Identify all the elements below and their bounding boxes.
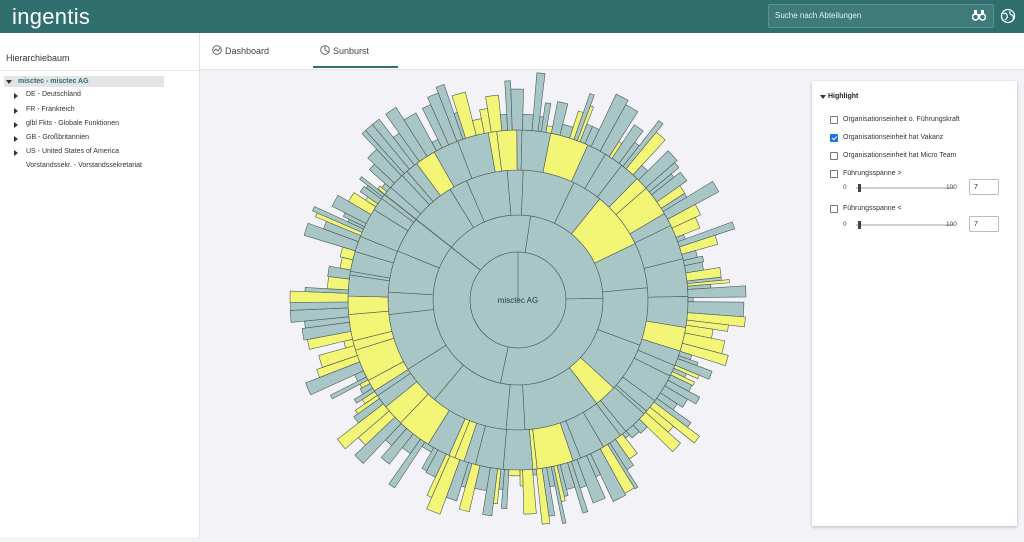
sunburst-segment[interactable] [347,295,389,315]
tree-item-de[interactable]: DE - Deutschland [14,91,81,99]
tree-item-label: FR - Frankreich [26,106,75,113]
tree-item-label: GB - Großbritannien [26,134,90,141]
department-search-field[interactable]: Suche nach Abteilungen [768,4,994,28]
active-tab-indicator [313,66,398,68]
range-max-label: 100 [946,184,957,191]
hierarchy-sidebar: Hierarchiebaum misctec - misctec AG DE -… [0,33,200,537]
sunburst-segment[interactable] [522,114,534,131]
app-logo[interactable]: ingentis [12,4,91,29]
caret-right-icon[interactable] [14,108,18,114]
sunburst-center-label: misctec AG [498,296,538,305]
checkbox-label: Führungsspanne > [843,170,902,177]
top-bar: ingentis Suche nach Abteilungen [0,0,1024,33]
tree-item-label: US - United States of America [26,148,119,155]
caret-down-icon[interactable] [820,95,826,99]
tab-dashboard[interactable]: Dashboard [212,44,269,58]
tree-item-glbl[interactable]: glbl Fkts - Globale Funktionen [14,120,119,128]
checkbox-no-manager[interactable] [830,116,838,124]
sunburst-chart[interactable]: misctec AG [200,70,800,537]
checkbox-span-greater[interactable] [830,170,838,178]
checkbox-label: Organisationseinheit hat Micro Team [843,152,957,159]
tree-root-node[interactable]: misctec - misctec AG [4,76,164,87]
tree-item-label: Vorstandssekr. - Vorstandssekretariat [26,162,142,169]
highlight-panel: Highlight Organisationseinheit o. Führun… [812,81,1017,526]
tab-label: Dashboard [225,46,270,56]
slider-handle[interactable] [858,221,861,229]
caret-right-icon[interactable] [14,93,18,99]
span-less-input[interactable]: 7 [969,216,999,232]
tree-item-us[interactable]: US - United States of America [14,148,119,156]
checkbox-label: Führungsspanne < [843,205,902,212]
panel-title: Highlight [828,93,859,100]
divider [0,70,199,71]
sunburst-segment[interactable] [510,88,524,131]
caret-right-icon[interactable] [14,150,18,156]
checkbox-span-less[interactable] [830,205,838,213]
sunburst-segment[interactable] [522,469,537,515]
tab-sunburst[interactable]: Sunburst [320,44,369,58]
checkbox-label: Organisationseinheit hat Vakanz [843,134,944,141]
tree-root-label: misctec - misctec AG [18,78,89,85]
sunburst-segment[interactable] [519,469,524,487]
view-tabs: Dashboard Sunburst [200,33,1024,70]
search-placeholder: Suche nach Abteilungen [775,11,862,20]
caret-right-icon[interactable] [14,122,18,128]
tree-item-fr[interactable]: FR - Frankreich [14,106,75,114]
range-min-label: 0 [843,221,847,228]
sidebar-title: Hierarchiebaum [6,53,70,63]
span-greater-input[interactable]: 7 [969,179,999,195]
sunburst-segment[interactable] [359,176,385,198]
tree-item-label: glbl Fkts - Globale Funktionen [26,120,119,127]
sunburst-segment[interactable] [508,469,521,477]
binoculars-icon[interactable] [971,9,987,23]
sunburst-segment[interactable] [502,429,534,471]
tree-item-vorstand[interactable]: Vorstandssekr. - Vorstandssekretariat [26,162,142,169]
tree-item-label: DE - Deutschland [26,91,81,98]
checkbox-vacancy[interactable] [830,134,838,142]
caret-right-icon[interactable] [14,136,18,142]
span-less-slider[interactable] [856,221,954,229]
checkbox-label: Organisationseinheit o. Führungskraft [843,116,960,123]
slider-handle[interactable] [858,184,861,192]
chart-line-icon [212,45,222,55]
range-max-label: 100 [946,221,957,228]
sunburst-segment[interactable] [687,297,694,303]
span-greater-slider[interactable] [856,184,954,192]
sunburst-chart-area: misctec AG [200,70,800,537]
caret-down-icon[interactable] [6,80,12,84]
globe-icon[interactable] [1000,8,1016,24]
pie-chart-icon [320,45,330,55]
range-min-label: 0 [843,184,847,191]
tree-item-gb[interactable]: GB - Großbritannien [14,134,90,142]
tab-label: Sunburst [333,46,370,56]
checkbox-micro-team[interactable] [830,152,838,160]
